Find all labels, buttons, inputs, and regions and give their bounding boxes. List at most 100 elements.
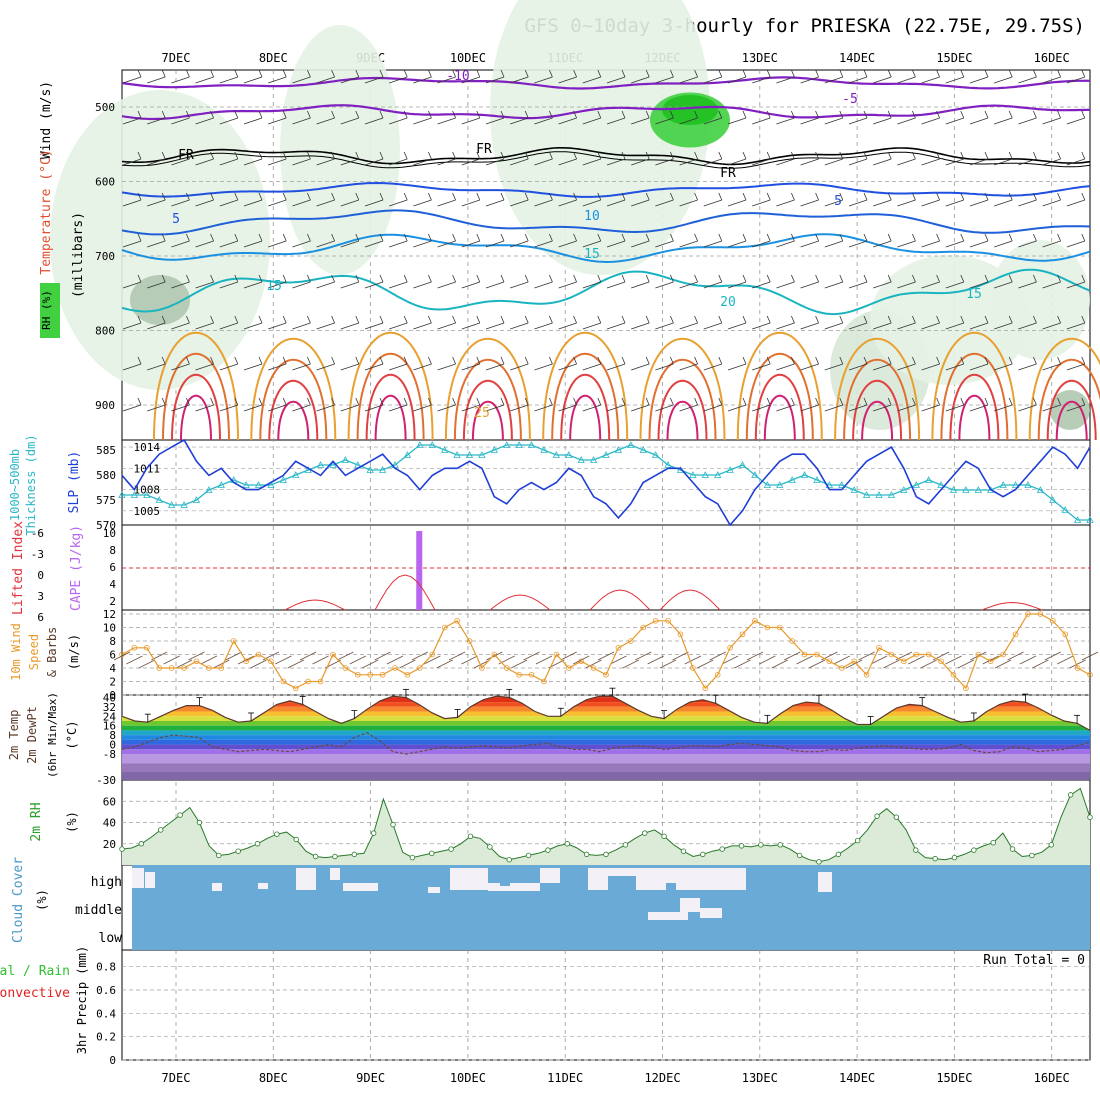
upper-wind-barb-flag [1057,233,1061,242]
rh-point [816,859,822,865]
rh-point [583,851,590,858]
date-label-top: 7DEC [162,51,191,65]
upper-wind-barb [219,281,238,289]
upper-wind-barb-flag [936,110,940,119]
surface-wind-barb [510,659,528,669]
lifted-index-label: Lifted Index [11,521,26,615]
upper-wind-barb-flag [234,192,239,201]
warm-isotherm-loop [542,331,629,441]
upper-wind-barb [800,76,819,84]
upper-wind-barb [122,240,142,248]
upper-wind-barb [316,76,335,84]
upper-wind-barb [848,322,868,330]
upper-wind-barb [558,322,577,330]
upper-wind-barb [921,322,940,330]
upper-wind-barb-flag [694,110,698,119]
upper-wind-barb [897,199,916,207]
warm-isotherm-loop [852,380,903,441]
upper-wind-barb [219,404,238,412]
upper-wind-barb [122,76,142,84]
warm-isotherm-loop [843,359,912,441]
upper-wind-barb-flag [428,274,432,283]
upper-wind-barb-flag [258,397,263,406]
upper-wind-barb-flag [815,233,819,242]
warm-isotherm-loop [754,374,805,441]
cloud-patch [132,868,144,888]
upper-wind-barb-flag [403,356,408,365]
upper-wind-barb [1066,240,1085,248]
upper-wind-barb [219,363,238,371]
upper-wind-barb [219,322,238,330]
upper-wind-barb [534,117,553,125]
rh-shading [50,90,270,390]
li-tick: 0 [37,569,44,582]
upper-wind-barb [582,240,601,248]
upper-wind-barb-flag [500,110,505,119]
upper-wind-barb [1018,322,1037,330]
upper-wind-barb-flag [1033,69,1037,78]
upper-wind-barb [752,281,771,289]
li-tick: -6 [31,527,44,540]
upper-wind-barb [122,158,142,166]
wind-point [541,678,547,685]
rh-point [951,854,958,861]
upper-wind-barb-flag [452,110,456,119]
upper-wind-barb [921,281,940,289]
upper-wind-barb-flag [307,315,311,324]
rh-point [971,847,977,853]
upper-wind-barb-flag [791,397,795,406]
upper-wind-barb [461,158,480,166]
upper-wind-barb-flag [186,69,190,78]
upper-wind-barb-flag [379,233,384,242]
upper-wind-barb [727,281,747,289]
cape-tick: 2 [109,595,116,608]
upper-wind-barb [437,76,456,84]
upper-wind-barb-flag [645,110,650,119]
rh-point [700,851,706,858]
upper-wind-barb [437,117,456,125]
upper-wind-barb [1066,199,1085,207]
surface-wind-barb [436,659,453,669]
upper-wind-barb [655,117,674,125]
warm-isotherm-loop [560,374,611,441]
upper-wind-barb [171,76,190,84]
upper-wind-barb [800,240,819,248]
warm-isotherm-loop [453,359,522,441]
upper-wind-barb-flag [1008,274,1013,283]
upper-wind-barb-flag [815,69,819,78]
warm-isotherm-loop [1028,338,1100,441]
upper-wind-barb [340,281,359,289]
upper-wind-barb-flag [573,233,577,242]
upper-wind-barb [171,363,190,371]
pressure-tick: 700 [95,250,115,263]
cloud-patch [428,887,440,893]
upper-wind-barb [558,117,577,125]
li-curve [589,589,651,611]
upper-wind-barb-flag [960,151,965,160]
surface-wind-barb [448,651,466,661]
upper-wind-barb [316,363,335,371]
cloud-patch [608,868,636,876]
upper-wind-barb [147,76,166,84]
upper-wind-barb-flag [307,151,311,160]
temp-line [121,695,1091,731]
warm-isotherm-loop [745,352,814,441]
surface-wind-barb [1044,651,1061,661]
upper-wind-barb-flag [670,192,674,201]
upper-wind-barb-flag [742,274,747,283]
upper-wind-barb [171,158,190,166]
upper-wind-barb [195,363,214,371]
upper-wind-barb [800,281,819,289]
date-label-bottom: 14DEC [839,1071,875,1085]
upper-wind-barb-flag [428,233,432,242]
upper-wind-barb-flag [597,151,602,160]
upper-wind-barb-flag [742,315,747,324]
wind-point [454,617,460,624]
upper-wind-barb [510,363,529,371]
contour-label: -5 [842,92,858,107]
surface-wind-barb [672,651,689,661]
upper-wind-barb-flag [282,356,287,365]
upper-wind-barb [413,199,432,207]
upper-wind-barb-flag [645,397,650,406]
upper-wind-barb-flag [573,356,577,365]
